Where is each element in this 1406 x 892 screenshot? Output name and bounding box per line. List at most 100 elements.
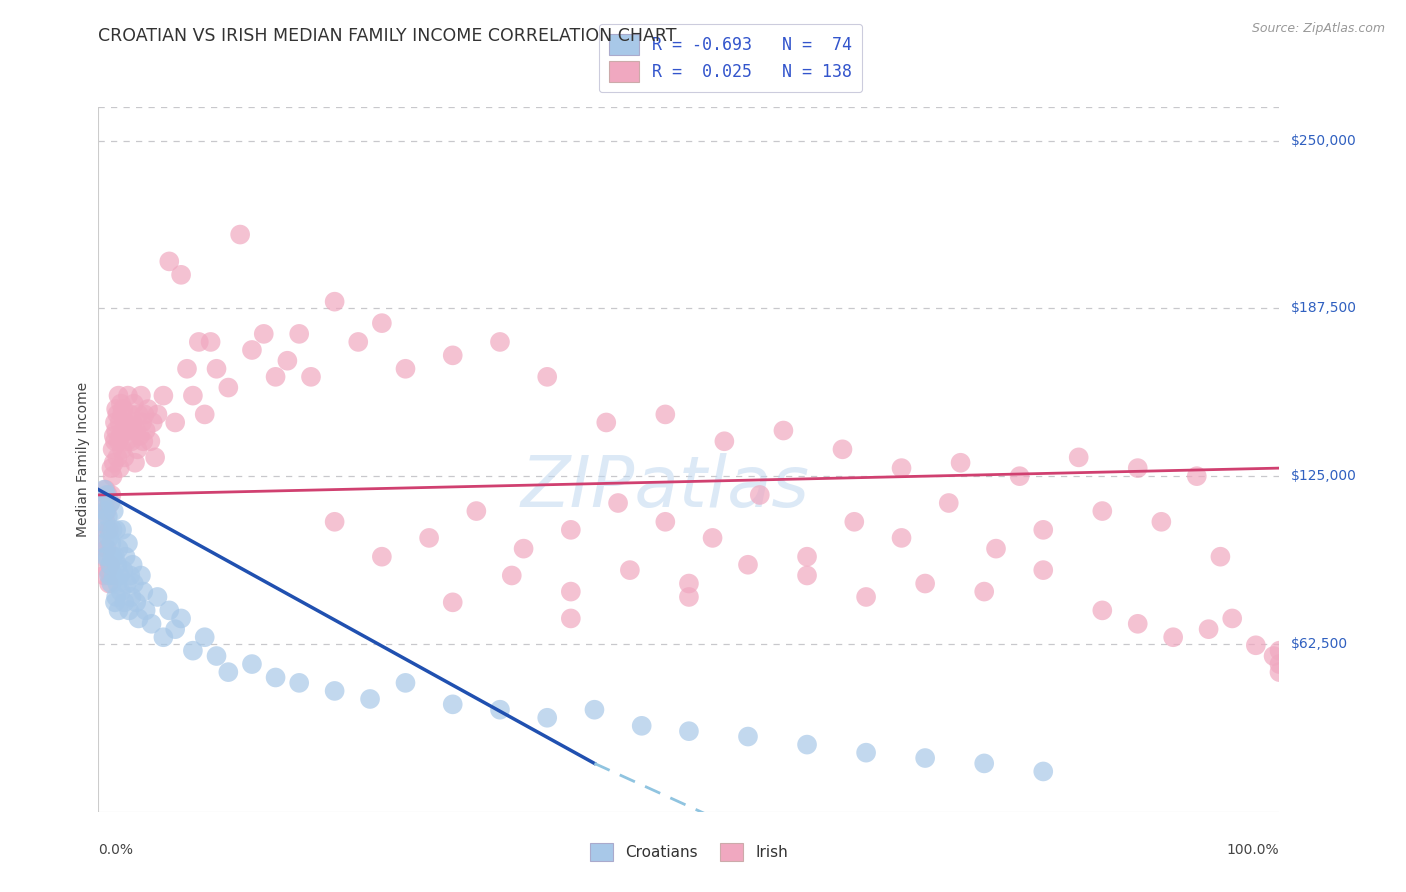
Point — [132, 584, 155, 599]
Point — [98, 576, 121, 591]
Point — [855, 590, 877, 604]
Text: CROATIAN VS IRISH MEDIAN FAMILY INCOME CORRELATION CHART: CROATIAN VS IRISH MEDIAN FAMILY INCOME C… — [98, 27, 676, 45]
Point — [949, 456, 972, 470]
Point — [110, 429, 132, 443]
Point — [181, 389, 204, 403]
Point — [98, 558, 121, 572]
Point — [105, 450, 128, 465]
Point — [772, 424, 794, 438]
Point — [796, 738, 818, 752]
Point — [100, 576, 122, 591]
Text: $250,000: $250,000 — [1291, 134, 1357, 147]
Point — [323, 684, 346, 698]
Point — [890, 531, 912, 545]
Point — [104, 416, 127, 430]
Point — [100, 461, 122, 475]
Point — [176, 361, 198, 376]
Point — [217, 380, 239, 394]
Point — [200, 334, 222, 349]
Point — [1161, 630, 1184, 644]
Point — [371, 549, 394, 564]
Point — [1067, 450, 1090, 465]
Point — [146, 408, 169, 422]
Point — [240, 657, 263, 671]
Point — [108, 416, 131, 430]
Point — [489, 703, 512, 717]
Point — [94, 504, 117, 518]
Point — [104, 549, 127, 564]
Point — [170, 611, 193, 625]
Point — [1091, 603, 1114, 617]
Point — [93, 483, 115, 497]
Point — [121, 558, 143, 572]
Point — [107, 603, 129, 617]
Point — [98, 558, 121, 572]
Point — [181, 643, 204, 657]
Point — [152, 630, 174, 644]
Point — [118, 603, 141, 617]
Point — [973, 584, 995, 599]
Point — [107, 541, 129, 556]
Point — [973, 756, 995, 771]
Point — [441, 348, 464, 362]
Point — [101, 523, 124, 537]
Point — [136, 402, 159, 417]
Point — [264, 671, 287, 685]
Point — [205, 648, 228, 663]
Point — [1091, 504, 1114, 518]
Point — [796, 568, 818, 582]
Point — [97, 488, 120, 502]
Point — [489, 334, 512, 349]
Point — [112, 595, 135, 609]
Point — [105, 523, 128, 537]
Text: 100.0%: 100.0% — [1227, 844, 1279, 857]
Point — [91, 549, 114, 564]
Point — [170, 268, 193, 282]
Point — [536, 369, 558, 384]
Point — [607, 496, 630, 510]
Point — [1126, 616, 1149, 631]
Point — [111, 523, 134, 537]
Point — [111, 442, 134, 457]
Point — [112, 450, 135, 465]
Point — [91, 496, 114, 510]
Point — [93, 568, 115, 582]
Point — [583, 703, 606, 717]
Point — [737, 730, 759, 744]
Point — [108, 461, 131, 475]
Point — [107, 434, 129, 449]
Point — [152, 389, 174, 403]
Point — [115, 434, 138, 449]
Point — [91, 515, 114, 529]
Point — [1150, 515, 1173, 529]
Point — [124, 456, 146, 470]
Point — [127, 442, 149, 457]
Point — [1244, 638, 1267, 652]
Point — [97, 549, 120, 564]
Point — [217, 665, 239, 680]
Point — [253, 326, 276, 341]
Point — [97, 509, 120, 524]
Point — [121, 416, 143, 430]
Point — [128, 408, 150, 422]
Point — [101, 549, 124, 564]
Point — [844, 515, 866, 529]
Point — [1008, 469, 1031, 483]
Point — [938, 496, 960, 510]
Point — [128, 611, 150, 625]
Point — [288, 326, 311, 341]
Point — [105, 408, 128, 422]
Point — [105, 590, 128, 604]
Point — [418, 531, 440, 545]
Point — [146, 590, 169, 604]
Point — [914, 751, 936, 765]
Point — [139, 434, 162, 449]
Point — [465, 504, 488, 518]
Point — [276, 353, 298, 368]
Point — [91, 531, 114, 545]
Point — [105, 424, 128, 438]
Point — [512, 541, 534, 556]
Point — [264, 369, 287, 384]
Point — [654, 515, 676, 529]
Point — [323, 294, 346, 309]
